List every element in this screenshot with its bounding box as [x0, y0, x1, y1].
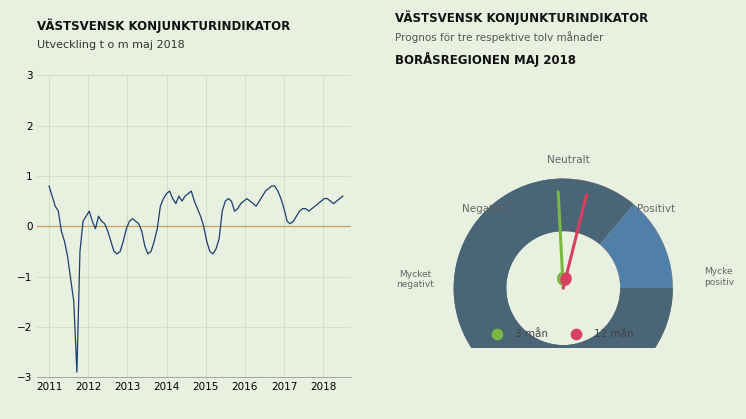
Text: 3 mån: 3 mån: [515, 329, 548, 339]
Text: Utveckling t o m maj 2018: Utveckling t o m maj 2018: [37, 40, 185, 50]
Text: VÄSTSVENSK KONJUNKTURINDIKATOR: VÄSTSVENSK KONJUNKTURINDIKATOR: [37, 19, 290, 34]
Text: Positivt: Positivt: [637, 204, 675, 214]
Ellipse shape: [558, 273, 568, 285]
Wedge shape: [454, 178, 673, 398]
Text: Mycket
negativt: Mycket negativt: [396, 270, 434, 289]
Ellipse shape: [561, 273, 571, 285]
Text: VÄSTSVENSK KONJUNKTURINDIKATOR: VÄSTSVENSK KONJUNKTURINDIKATOR: [395, 10, 648, 25]
Wedge shape: [454, 178, 673, 398]
Text: Negativt: Negativt: [462, 204, 507, 214]
Point: [492, 331, 504, 338]
Point: [571, 331, 583, 338]
Wedge shape: [454, 178, 673, 398]
Text: Neutralt: Neutralt: [548, 155, 590, 166]
Text: 12 mån: 12 mån: [594, 329, 633, 339]
Wedge shape: [454, 178, 673, 398]
Text: Prognos för tre respektive tolv månader: Prognos för tre respektive tolv månader: [395, 31, 604, 43]
Text: BORÅSREGIONEN MAJ 2018: BORÅSREGIONEN MAJ 2018: [395, 52, 577, 67]
Text: Mycke
positiv: Mycke positiv: [703, 267, 734, 287]
